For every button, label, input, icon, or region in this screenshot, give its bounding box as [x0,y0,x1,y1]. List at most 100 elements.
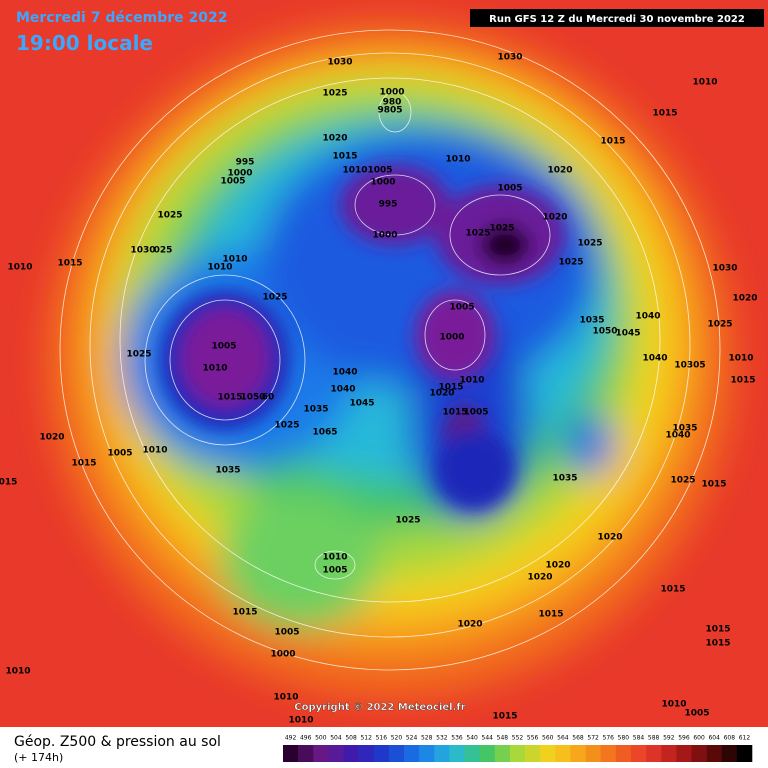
pressure-label: 1020 [547,166,572,176]
pressure-label: 1030 [327,58,352,68]
scale-swatch [313,745,329,762]
scale-swatch [691,745,707,762]
pressure-label: 1050 [240,393,265,403]
pressure-label: 9805 [377,106,402,116]
scale-tick-label: 500 [315,735,327,742]
pressure-label: 1040 [330,385,355,395]
scale-tick-label: 604 [708,735,720,742]
scale-tick-label: 564 [557,735,569,742]
pressure-label: 1020 [429,389,454,399]
scale-tick-label: 548 [497,735,509,742]
map-field [0,0,768,727]
pressure-label: 1005 [322,566,347,576]
pressure-label: 1020 [39,433,64,443]
scale-tick-label: 544 [482,735,494,742]
pressure-label: 1015 [705,639,730,649]
scale-tick-label: 576 [603,735,615,742]
pressure-label: 1035 [215,466,240,476]
pressure-label: 1015 [232,608,257,618]
pressure-label: 1035 [552,474,577,484]
scale-swatch [434,745,450,762]
pressure-label: 1050 [592,327,617,337]
scale-tick-label: 612 [739,735,751,742]
pressure-label: 1020 [732,294,757,304]
pressure-label: 1010 [142,446,167,456]
scale-swatch [509,745,526,762]
pressure-label: 995 [379,200,398,210]
scale-tick-label: 588 [648,735,660,742]
pressure-label: 1010 [222,255,247,265]
scale-tick-label: 528 [421,735,433,742]
pressure-label: 1000 [227,169,252,179]
pressure-label: 1015 [701,480,726,490]
scale-swatch [283,745,299,762]
pressure-label: 1025 [262,293,287,303]
pressure-label: 1030 [712,264,737,274]
scale-tick-label: 536 [451,735,463,742]
scale-swatch [494,745,511,762]
pressure-label: 1040 [642,354,667,364]
pressure-label: 995 [236,158,255,168]
scale-tick-label: 584 [633,735,645,742]
pressure-label: 1010 [5,667,30,677]
pressure-label: 1010 [342,166,367,176]
scale-tick-label: 512 [360,735,372,742]
scale-swatch [570,745,586,762]
pressure-label: 1005 [684,709,709,719]
pressure-label: 1020 [542,213,567,223]
scale-swatch [449,745,465,762]
scale-tick-label: 552 [512,735,524,742]
scale-swatch [525,745,541,762]
scale-swatch [479,745,496,762]
pressure-label: 1035 [579,316,604,326]
scale-swatch [646,745,662,762]
scale-swatch [358,745,375,762]
scale-tick-label: 568 [572,735,584,742]
pressure-label: 1010 [445,155,470,165]
scale-swatch [404,745,420,762]
scale-tick-label: 580 [618,735,630,742]
pressure-label: 1020 [527,573,552,583]
pressure-label: 1000 [370,178,395,188]
pressure-label: 1040 [332,368,357,378]
pressure-label: 1030 [130,246,155,256]
scale-swatch [615,745,632,762]
pressure-label: 1010 [728,354,753,364]
pressure-label: 1015 [332,152,357,162]
pressure-label: 1015 [71,459,96,469]
date: Mercredi 7 décembre 2022 [16,10,228,26]
pressure-label: 1020 [457,620,482,630]
scale-swatch [464,745,480,762]
scale-tick-label: 608 [724,735,736,742]
pressure-label: 1005 [220,177,245,187]
pressure-label: 980 [383,98,402,108]
copyright: Copyright © 2022 Meteociel.fr [294,702,465,713]
pressure-label: 1035 [672,424,697,434]
scale-swatch [388,745,405,762]
pressure-label: 1025 [670,476,695,486]
pressure-label: 1005 [463,408,488,418]
pressure-label: 1040 [635,312,660,322]
scale-swatch [585,745,602,762]
scale-swatch [736,745,753,762]
pressure-label: 1020 [597,533,622,543]
pressure-label: 025 [154,246,173,256]
pressure-label: 10305 [674,361,705,371]
scale-tick-label: 524 [406,735,418,742]
pressure-label: 1025 [274,421,299,431]
scale-swatch [630,745,647,762]
pressure-label: 1025 [395,516,420,526]
scale-swatch [298,745,314,762]
scale-tick-label: 596 [678,735,690,742]
pressure-label: 1015 [652,109,677,119]
pressure-label: 1005 [497,184,522,194]
run-box [470,9,764,27]
scale-tick-label: 508 [345,735,357,742]
pressure-label: 1005 [274,628,299,638]
scale-swatch [676,745,692,762]
pressure-label: 1010 [207,263,232,273]
pressure-label: 1010 [661,700,686,710]
scale-swatch [373,745,390,762]
pressure-label: 1010 [202,364,227,374]
